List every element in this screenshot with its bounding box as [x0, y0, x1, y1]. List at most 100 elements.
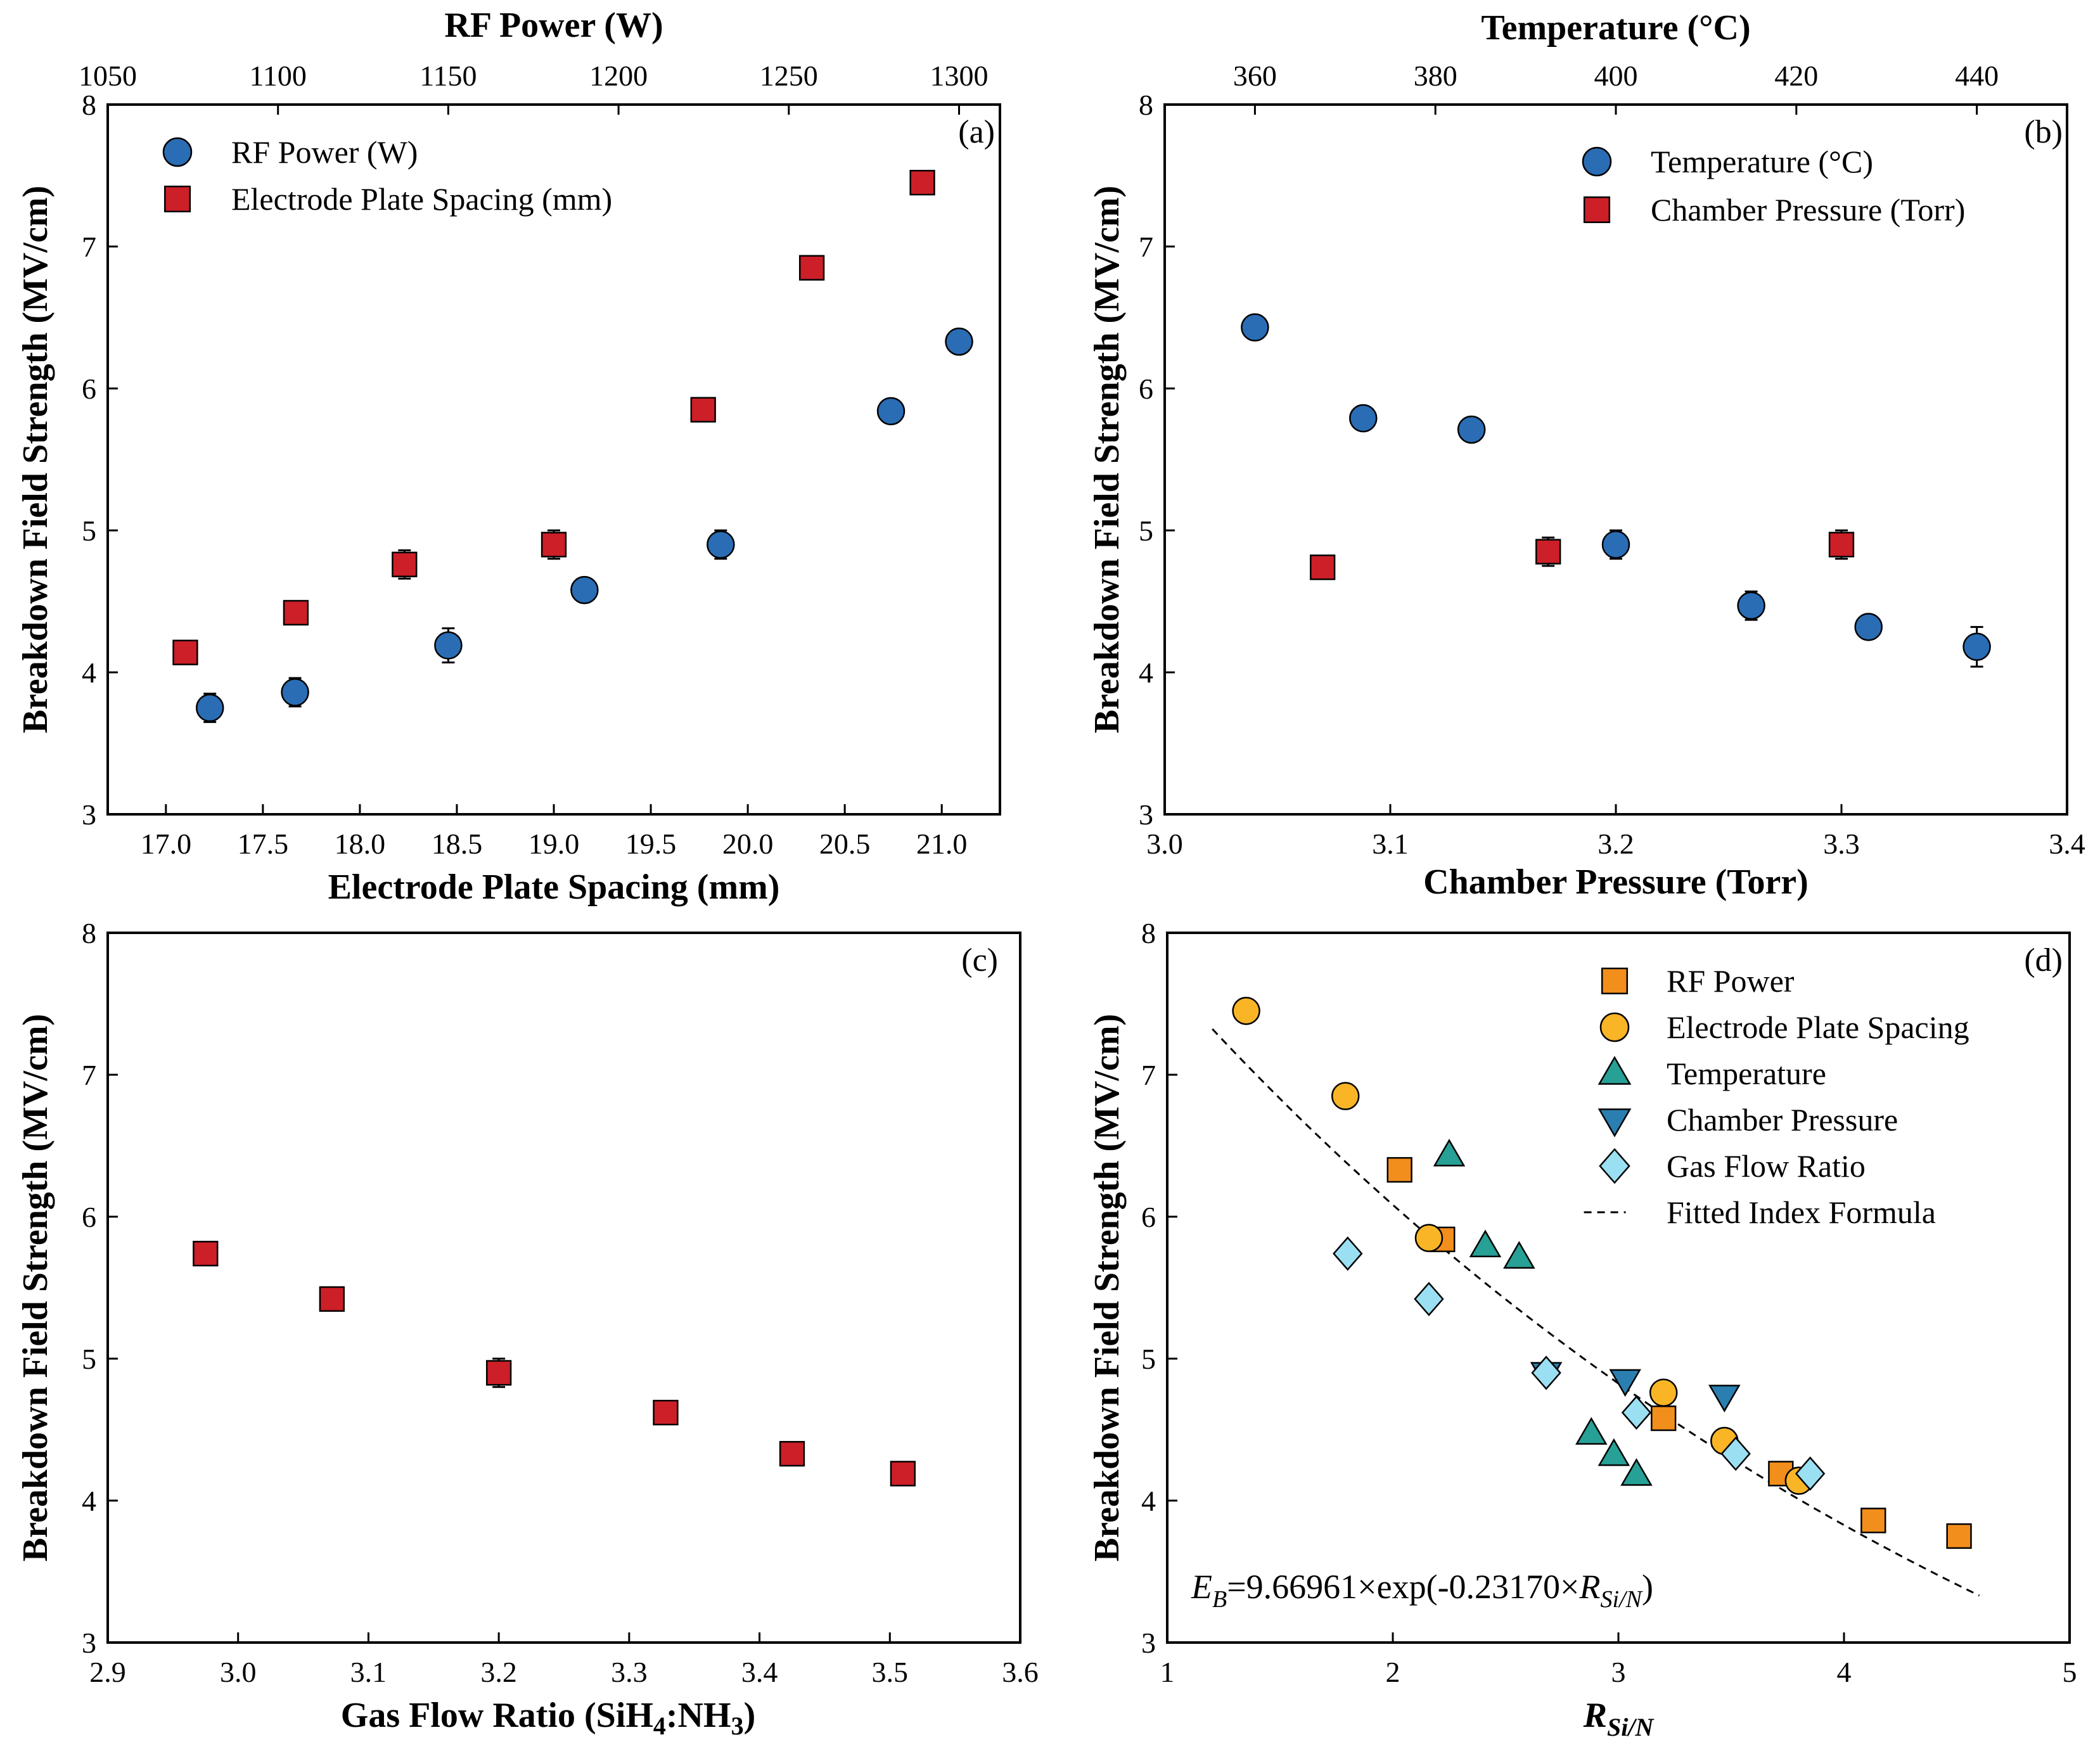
- panel-c-x-tick-label-1: 3.0: [220, 1656, 257, 1688]
- panel-c-x-title-sub1: 4: [653, 1712, 666, 1740]
- panel-b-x2-tick-label-0: 360: [1233, 60, 1277, 92]
- panel-a-x2-axis-title: RF Power (W): [444, 6, 663, 45]
- panel-a-s1-point-3: [541, 532, 567, 558]
- panel-a-s0-point-2: [434, 631, 463, 660]
- panel-a-x2-tick-label-4: 1250: [760, 60, 818, 92]
- panel-b-y-tick-label-3: 6: [1139, 373, 1153, 405]
- panel-a-s0-point-6: [945, 327, 973, 356]
- panel-b-y-tick-label-2: 5: [1139, 515, 1153, 547]
- panel-a-s1-point-6: [909, 170, 935, 196]
- panel-b-s0-point-5: [1854, 613, 1883, 641]
- panel-d-s4-point-1: [1414, 1281, 1444, 1317]
- panel-c-x-axis-title: Gas Flow Ratio (SiH4:NH3): [341, 1696, 755, 1740]
- panel-d-marks: [1232, 996, 1972, 1549]
- panel-c-x-title-mid: :NH: [666, 1696, 731, 1735]
- panel-d-legend-marker-4: [1599, 1148, 1630, 1184]
- panel-c-y-axis-title: Breakdown Field Strength (MV/cm): [16, 1014, 55, 1561]
- panel-b-legend: Temperature (°C) Chamber Pressure (Torr): [1582, 144, 1965, 227]
- panel-d-legend-label-0: RF Power: [1667, 963, 1795, 999]
- panel-a-s0-point-0: [195, 693, 224, 722]
- panel-d-formula-r: R: [1579, 1568, 1601, 1606]
- panel-c-s0-point-3: [653, 1399, 679, 1426]
- panel-a-y-tick-label-5: 8: [82, 89, 96, 121]
- panel-d-s1-point-2: [1414, 1224, 1444, 1252]
- panel-b-x-tick-label-4: 3.4: [2049, 828, 2085, 860]
- panel-c-s0-point-1: [319, 1286, 345, 1312]
- panel-c: 2.9 3.0 3.1 3.2 3.3 3.4 3.5 3.6 3 4 5 6 7 8 (c) Gas …: [16, 917, 1039, 1740]
- panel-d-x-tick-label-1: 2: [1386, 1656, 1400, 1688]
- panel-d-y-ticks: 3 4 5 6 7 8: [1141, 917, 1177, 1659]
- panel-d-s3-point-1: [1609, 1369, 1641, 1397]
- panel-d-s2-point-2: [1503, 1241, 1535, 1269]
- panel-b: 3.0 3.1 3.2 3.3 3.4 360 380 400 420 440 3 4 5 6 7 8 T…: [1087, 8, 2085, 902]
- panel-a-x-tick-label-6: 20.0: [722, 828, 774, 860]
- panel-d-y-tick-label-4: 7: [1141, 1059, 1156, 1091]
- panel-d-formula: EB=9.66961×exp(-0.23170×RSi/N): [1191, 1568, 1653, 1613]
- panel-d-legend-marker-0: [1601, 967, 1629, 995]
- panel-d-s0-point-5: [1946, 1523, 1972, 1549]
- panel-b-s1-point-2: [1828, 532, 1855, 558]
- panel-c-s0-point-5: [890, 1461, 916, 1487]
- panel-a-s0-point-5: [876, 397, 906, 426]
- panel-d-s1-point-3: [1649, 1378, 1678, 1407]
- panel-a-x2-tick-label-2: 1150: [419, 60, 477, 92]
- panel-a-legend-label-0: RF Power (W): [231, 134, 418, 170]
- panel-a-x-tick-label-4: 19.0: [528, 828, 580, 860]
- panel-a-y-tick-label-1: 4: [82, 657, 96, 689]
- panel-a-legend-marker-1: [163, 185, 191, 213]
- panel-d-s2-point-4: [1597, 1438, 1630, 1466]
- panel-c-y-tick-label-5: 8: [82, 917, 96, 949]
- panel-a-y-axis-title: Breakdown Field Strength (MV/cm): [16, 186, 55, 733]
- panel-d-s0-point-2: [1651, 1405, 1677, 1432]
- panel-d-s4-point-0: [1333, 1236, 1363, 1271]
- panel-a-y-tick-label-2: 5: [82, 515, 96, 547]
- panel-d-y-tick-label-2: 5: [1141, 1343, 1156, 1375]
- panel-b-s0-point-1: [1349, 404, 1378, 433]
- panel-d-s1-point-0: [1232, 996, 1260, 1025]
- panel-d-formula-rhs: =9.66961×exp(-0.23170×: [1227, 1568, 1579, 1606]
- panel-b-legend-marker-1: [1583, 196, 1611, 224]
- panel-c-x-tick-label-0: 2.9: [89, 1656, 126, 1688]
- panel-d-y-tick-label-1: 4: [1141, 1485, 1156, 1517]
- panel-b-x2-tick-label-4: 440: [1955, 60, 1999, 92]
- panel-d-legend-label-4: Gas Flow Ratio: [1667, 1148, 1866, 1184]
- panel-d-formula-e: E: [1191, 1568, 1212, 1606]
- panel-b-x-tick-label-0: 3.0: [1146, 828, 1183, 860]
- panel-b-x2-tick-label-1: 380: [1414, 60, 1457, 92]
- panel-b-s1-point-0: [1310, 554, 1336, 580]
- panel-a-legend-marker-0: [162, 137, 193, 167]
- panel-d-x-tick-label-3: 4: [1837, 1656, 1852, 1688]
- panel-b-legend-marker-0: [1582, 146, 1612, 177]
- panel-a-legend-label-1: Electrode Plate Spacing (mm): [231, 181, 612, 217]
- panel-b-x-tick-label-3: 3.3: [1823, 828, 1860, 860]
- panel-d-y-tick-label-0: 3: [1141, 1627, 1156, 1659]
- panel-b-s0-point-2: [1457, 415, 1486, 444]
- panel-b-x2-tick-label-2: 400: [1594, 60, 1638, 92]
- panel-a-s0-point-4: [707, 530, 735, 559]
- panel-c-y-ticks: 3 4 5 6 7 8: [82, 917, 118, 1659]
- panel-b-y-tick-label-5: 8: [1139, 89, 1153, 121]
- panel-a-s1-point-5: [798, 255, 825, 281]
- panel-b-marks: [1241, 313, 1991, 668]
- panel-b-y-axis-title: Breakdown Field Strength (MV/cm): [1087, 186, 1127, 733]
- panel-a-s1-point-1: [283, 599, 309, 626]
- panel-c-x-tick-label-6: 3.5: [872, 1656, 909, 1688]
- panel-d-s0-point-4: [1860, 1508, 1886, 1534]
- panel-a-x2-tick-label-3: 1200: [589, 60, 648, 92]
- panel-a-x-ticks: 17.0 17.5 18.0 18.5 19.0 19.5 20.0 20.5 21.0: [141, 804, 967, 860]
- panel-d-legend-marker-2: [1597, 1056, 1632, 1085]
- panel-d-legend-label-5: Fitted Index Formula: [1667, 1195, 1936, 1230]
- panel-c-y-tick-label-3: 6: [82, 1201, 96, 1233]
- panel-d-s0-point-0: [1386, 1156, 1412, 1183]
- panel-c-x-tick-label-3: 3.2: [480, 1656, 517, 1688]
- panel-d-x-ticks: 1 2 3 4 5: [1160, 1632, 2077, 1688]
- panel-c-s0-point-0: [193, 1241, 219, 1267]
- panel-c-y-tick-label-0: 3: [82, 1627, 96, 1659]
- panel-d-s3-point-2: [1708, 1385, 1741, 1413]
- panel-b-y-tick-label-0: 3: [1139, 798, 1153, 831]
- panel-b-legend-label-1: Chamber Pressure (Torr): [1651, 192, 1965, 227]
- panel-a-x-tick-label-2: 18.0: [335, 828, 386, 860]
- panel-a-s0-point-1: [281, 678, 309, 707]
- panel-c-plot-frame: [106, 932, 1021, 1644]
